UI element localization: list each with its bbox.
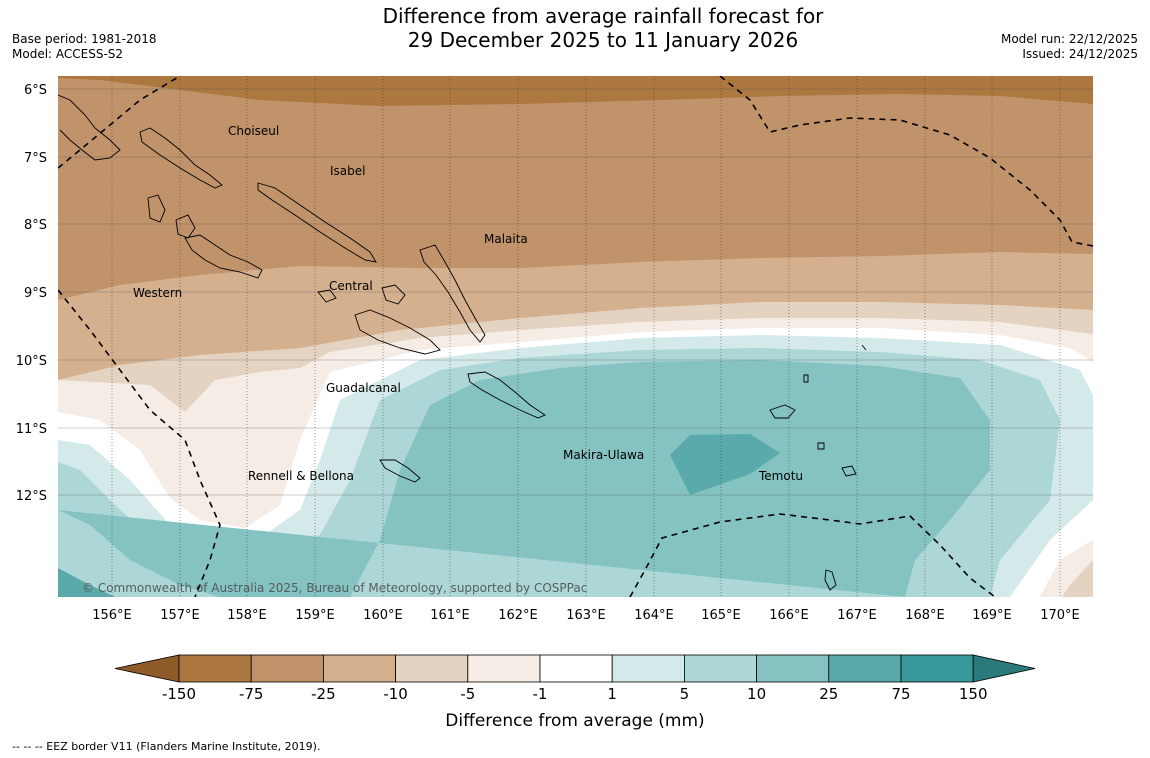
lon-label: 160°E [363, 608, 403, 623]
colorbar-tick-label: 5 [680, 685, 690, 703]
forecast-map: Choiseul Isabel Malaita Central Western … [16, 76, 1093, 731]
western-island-a [147, 194, 166, 223]
temotu-islet-a [841, 465, 857, 477]
colorbar-tick-label: -5 [460, 685, 475, 703]
label-western: Western [133, 286, 182, 300]
lat-label: 8°S [24, 218, 47, 233]
label-makira-ulawa: Makira-Ulawa [563, 448, 644, 462]
lon-label: 169°E [972, 608, 1012, 623]
band-plus-25-sw [58, 568, 115, 597]
label-rennell-bellona: Rennell & Bellona [248, 469, 354, 483]
colorbar-tick-label: 10 [747, 685, 766, 703]
lat-label: 12°S [16, 489, 47, 504]
band-minus-75 [58, 76, 1093, 106]
lon-label: 165°E [701, 608, 741, 623]
colorbar-segment [900, 654, 974, 683]
central-island-b [381, 284, 406, 305]
lat-label: 9°S [24, 286, 47, 301]
eez-footnote: -- -- -- EEZ border V11 (Flanders Marine… [12, 740, 321, 753]
title-line-1: Difference from average rainfall forecas… [382, 4, 824, 28]
base-period: Base period: 1981-2018 [12, 32, 157, 46]
lon-label: 164°E [634, 608, 674, 623]
label-choiseul: Choiseul [228, 124, 279, 138]
santa-cruz-island [769, 404, 796, 419]
temotu-islet-b [817, 442, 825, 450]
bougainville-island [58, 94, 121, 161]
lon-label: 168°E [905, 608, 945, 623]
label-temotu: Temotu [758, 469, 803, 483]
colorbar-tick-label: -150 [162, 685, 196, 703]
colorbar-segment [250, 654, 324, 683]
title-line-2: 29 December 2025 to 11 January 2026 [407, 28, 799, 52]
makira-island [467, 371, 546, 419]
lon-label: 157°E [160, 608, 200, 623]
lon-label: 167°E [837, 608, 877, 623]
lat-label: 10°S [16, 354, 47, 369]
colorbar-segment [828, 654, 902, 683]
colorbar-tick-label: 25 [819, 685, 838, 703]
lat-label: 11°S [16, 422, 47, 437]
issued-date: Issued: 24/12/2025 [1022, 47, 1138, 61]
guadalcanal-island [354, 309, 441, 355]
label-guadalcanal: Guadalcanal [326, 381, 401, 395]
map-title: Difference from average rainfall forecas… [300, 4, 906, 52]
run-info: Model run: 22/12/2025 Issued: 24/12/2025 [1001, 32, 1138, 62]
colorbar-tick-label: -1 [533, 685, 548, 703]
colorbar-tick-label: 1 [607, 685, 617, 703]
western-island-b [175, 214, 196, 239]
label-malaita: Malaita [484, 232, 528, 246]
colorbar: -150 -75 -25 -10 -5 -1 1 5 10 25 75 150 Difference … [114, 654, 1036, 731]
lon-label: 156°E [92, 608, 132, 623]
colorbar-segment [178, 654, 252, 683]
colorbar-extend-high [972, 654, 1036, 683]
lat-label: 7°S [24, 151, 47, 166]
lon-label: 162°E [498, 608, 538, 623]
colorbar-segment [756, 654, 830, 683]
lon-label: 170°E [1040, 608, 1080, 623]
lon-label: 161°E [430, 608, 470, 623]
band-plus-10 [58, 360, 990, 597]
coastlines [58, 94, 867, 591]
temotu-islet-c [803, 374, 809, 383]
eez-borders [58, 76, 1093, 597]
colorbar-tick-label: -10 [383, 685, 408, 703]
colorbar-tick-label: 75 [891, 685, 910, 703]
label-central: Central [329, 279, 373, 293]
colorbar-segment [684, 654, 758, 683]
lon-label: 159°E [295, 608, 335, 623]
lon-label: 163°E [566, 608, 606, 623]
band-plus-25 [670, 434, 780, 495]
colorbar-segment [467, 654, 541, 683]
choiseul-island [139, 127, 223, 189]
rennell-island [379, 459, 421, 483]
lat-label: 6°S [24, 83, 47, 98]
latitude-axis: 6°S 7°S 8°S 9°S 10°S 11°S 12°S [16, 83, 47, 504]
model-run: Model run: 22/12/2025 [1000, 32, 1138, 46]
colorbar-tick-label: -25 [311, 685, 336, 703]
colorbar-extend-low [114, 654, 180, 683]
colorbar-tick-label: -75 [239, 685, 264, 703]
base-info: Base period: 1981-2018 Model: ACCESS-S2 [12, 32, 157, 62]
colorbar-segment [539, 654, 613, 683]
central-island-a [317, 289, 337, 303]
copyright-notice: © Commonwealth of Australia 2025, Bureau… [82, 581, 587, 595]
colorbar-segment [611, 654, 685, 683]
isabel-island [257, 182, 377, 263]
malaita-island [419, 244, 486, 343]
colorbar-segment [322, 654, 396, 683]
colorbar-title: Difference from average (mm) [445, 711, 704, 731]
new-georgia-island [184, 234, 263, 279]
band-minus-5-se [1062, 560, 1093, 597]
colorbar-tick-label: 150 [959, 685, 988, 703]
lon-label: 158°E [227, 608, 267, 623]
longitude-axis: 156°E 157°E 158°E 159°E 160°E 161°E 162°… [92, 608, 1080, 623]
rainfall-anomaly-field: Choiseul Isabel Malaita Central Western … [58, 76, 1093, 597]
latitude-gridlines [58, 88, 1093, 496]
lon-label: 166°E [769, 608, 809, 623]
southern-islet [824, 569, 837, 591]
model-name: Model: ACCESS-S2 [12, 47, 124, 61]
colorbar-segment [395, 654, 469, 683]
label-isabel: Isabel [330, 164, 365, 178]
northern-islet [861, 344, 867, 351]
